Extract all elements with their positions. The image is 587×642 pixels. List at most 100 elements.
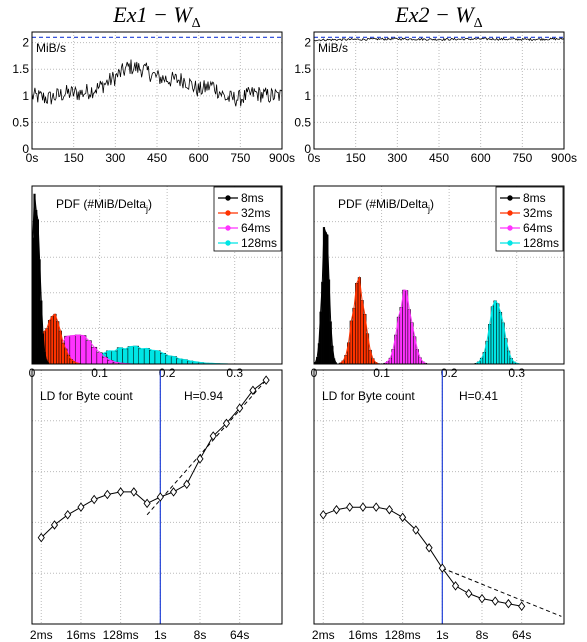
ld-point-4-9 xyxy=(156,492,164,502)
y-tick-label-0-0: 0 xyxy=(22,142,29,156)
legend-label-2-3: 128ms xyxy=(241,236,277,250)
y-tick-label-1-2: 1 xyxy=(304,89,311,103)
ld-point-5-7 xyxy=(412,525,420,535)
x-tick-label-0-6: 900s xyxy=(269,151,295,165)
pdf-x-tick-label-2-1: 0.1 xyxy=(91,366,108,380)
pdf-bar-128ms-20 xyxy=(143,348,150,365)
panel-title-0: Ex1 − WΔ xyxy=(112,2,200,31)
ld-annotation-4: LD for Byte count xyxy=(40,389,133,403)
pdf-bar-128ms-26 xyxy=(176,358,183,365)
legend-label-3-1: 32ms xyxy=(523,206,552,220)
x-tick-label-1-3: 450 xyxy=(429,151,449,165)
ld-point-4-3 xyxy=(77,502,85,512)
legend-marker-2-2 xyxy=(225,225,231,231)
x-tick-label-0-3: 450 xyxy=(147,151,167,165)
legend-marker-3-2 xyxy=(507,225,513,231)
throughput-series-0 xyxy=(31,59,283,107)
legend-marker-3-0 xyxy=(507,195,513,201)
x-tick-label-1-6: 900s xyxy=(551,151,577,165)
ld-point-4-6 xyxy=(117,487,125,497)
pdf-bar-64ms-7 xyxy=(402,289,406,365)
panel-frame-3 xyxy=(313,185,565,365)
pdf-x-tick-label-3-3: 0.3 xyxy=(508,366,525,380)
ld-x-tick-label-4-2: 128ms xyxy=(103,628,139,642)
panel-frame-4 xyxy=(31,369,283,625)
legend-marker-2-3 xyxy=(225,240,231,246)
ld-point-5-13 xyxy=(491,596,499,606)
pdf-curve-8ms xyxy=(32,193,49,363)
ld-point-5-9 xyxy=(438,563,446,573)
pdf-bar-128ms-15 xyxy=(116,347,123,365)
pdf-bar-128ms-22 xyxy=(154,350,161,365)
pdf-bar-128ms-8 xyxy=(496,303,500,365)
x-tick-label-0-2: 300 xyxy=(105,151,125,165)
ld-point-5-12 xyxy=(478,593,486,604)
x-tick-label-1-2: 300 xyxy=(387,151,407,165)
pdf-bar-64ms-9 xyxy=(80,335,87,365)
y-tick-label-0-4: 2 xyxy=(22,36,29,50)
hurst-fit-line-5 xyxy=(442,567,562,617)
legend-label-3-3: 128ms xyxy=(523,236,559,250)
legend-label-2-1: 32ms xyxy=(241,206,270,220)
y-tick-label-1-0: 0 xyxy=(304,142,311,156)
legend-marker-2-0 xyxy=(225,195,231,201)
ld-point-4-4 xyxy=(90,494,98,505)
y-unit-label-1: MiB/s xyxy=(318,41,348,55)
ld-point-4-0 xyxy=(37,532,45,543)
ld-point-5-4 xyxy=(372,502,380,512)
ld-x-tick-label-4-4: 8s xyxy=(194,628,207,642)
ld-point-4-5 xyxy=(103,489,111,500)
ld-point-5-0 xyxy=(319,510,327,520)
ld-point-5-14 xyxy=(504,598,513,609)
pdf-bar-128ms-7 xyxy=(493,300,497,365)
pdf-curve-128ms xyxy=(475,299,520,365)
legend-marker-2-1 xyxy=(225,210,231,216)
ld-annotation-5: LD for Byte count xyxy=(322,389,415,403)
ld-x-tick-label-4-3: 1s xyxy=(154,628,167,642)
ld-point-4-8 xyxy=(143,498,151,509)
legend-marker-3-1 xyxy=(507,210,513,216)
ld-point-4-10 xyxy=(169,487,178,497)
ld-point-5-2 xyxy=(346,502,354,512)
legend-label-3-0: 8ms xyxy=(523,191,546,205)
ld-point-5-15 xyxy=(518,601,526,611)
throughput-series-1 xyxy=(313,37,565,42)
hurst-fit-line-4 xyxy=(146,379,267,516)
ld-point-4-1 xyxy=(50,520,59,530)
panel-frame-0 xyxy=(31,31,283,150)
y-tick-label-0-1: 0.5 xyxy=(12,115,29,129)
pdf-bar-32ms-9 xyxy=(56,321,60,365)
x-tick-label-0-4: 600 xyxy=(189,151,209,165)
ld-x-tick-label-5-2: 128ms xyxy=(385,628,421,642)
y-unit-label-0: MiB/s xyxy=(36,41,66,55)
panel-frame-2 xyxy=(31,185,283,365)
x-tick-label-1-4: 600 xyxy=(471,151,491,165)
pdf-bar-8ms-2 xyxy=(35,209,38,365)
ld-point-5-10 xyxy=(451,581,460,591)
pdf-bar-128ms-17 xyxy=(127,346,134,365)
pdf-curve-8ms xyxy=(315,227,337,363)
ld-point-4-7 xyxy=(130,487,138,497)
pdf-annotation-3: PDF (#MiB/Deltaj) xyxy=(338,197,434,214)
pdf-bar-32ms-7 xyxy=(357,277,362,365)
pdf-bar-8ms-6 xyxy=(324,231,327,365)
x-tick-label-0-1: 150 xyxy=(64,151,84,165)
pdf-bar-128ms-24 xyxy=(165,355,172,365)
ld-point-5-5 xyxy=(385,504,393,515)
ld-point-5-11 xyxy=(465,588,473,599)
pdf-bar-64ms-6 xyxy=(399,307,403,365)
ld-x-tick-label-4-5: 64s xyxy=(230,628,249,642)
x-tick-label-0-5: 750 xyxy=(230,151,250,165)
pdf-bar-128ms-16 xyxy=(122,348,129,365)
ld-x-tick-label-5-5: 64s xyxy=(512,628,531,642)
hurst-label-5: H=0.41 xyxy=(459,389,498,403)
pdf-bar-32ms-6 xyxy=(47,320,52,365)
pdf-bar-32ms-7 xyxy=(50,316,54,365)
ld-point-4-14 xyxy=(222,418,231,429)
ld-point-4-12 xyxy=(196,454,204,464)
ld-point-5-3 xyxy=(359,502,367,512)
pdf-bar-64ms-8 xyxy=(404,290,409,365)
ld-point-4-15 xyxy=(236,403,244,413)
pdf-curve-64ms xyxy=(384,289,426,364)
